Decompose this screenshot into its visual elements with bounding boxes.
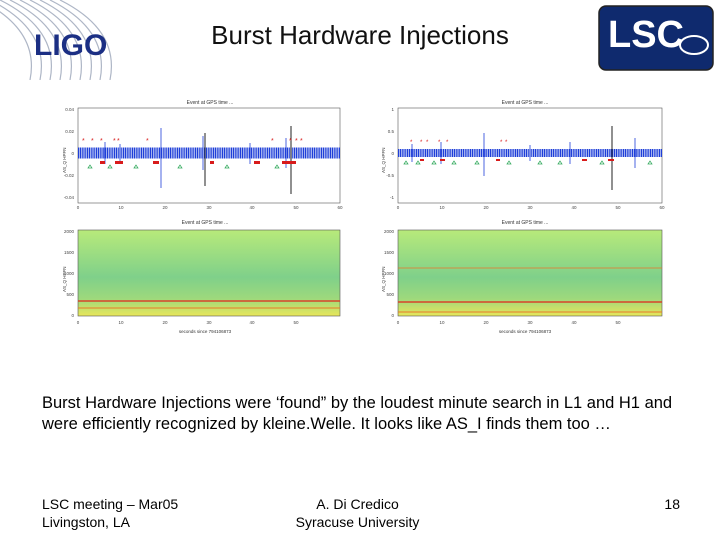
plot-h1-spectrogram-xtick: 0 bbox=[397, 320, 400, 325]
plot-l1-spectrogram-ytick: 0 bbox=[71, 313, 74, 318]
plot-l1-spectrogram-xlabel: seconds since 794106873 bbox=[179, 329, 232, 334]
footer-meeting: LSC meeting – Mar05 bbox=[42, 496, 179, 512]
plot-h1-timeseries-ytick: -1 bbox=[390, 195, 394, 200]
plot-l1-timeseries-ytick: 0 bbox=[71, 151, 74, 156]
plot-l1-timeseries-ytick: 0.04 bbox=[65, 107, 74, 112]
plot-h1-timeseries-title: Event at GPS time ... bbox=[502, 100, 549, 106]
plot-l1-spectrogram-xtick: 50 bbox=[293, 320, 299, 325]
plot-l1-timeseries-ytick: -0.04 bbox=[64, 195, 75, 200]
svg-text:*: * bbox=[100, 138, 103, 145]
footer-affiliation: Syracuse University bbox=[295, 513, 420, 530]
plot-h1-spectrogram-xtick: 10 bbox=[439, 320, 445, 325]
plot-h1-timeseries-ylabel: AS_Q HPFN bbox=[381, 147, 386, 173]
plot-l1-timeseries-ylabel: AS_Q HPFN bbox=[62, 147, 67, 173]
footer-left: LSC meeting – Mar05 Livingston, LA bbox=[42, 496, 178, 531]
plot-h1-timeseries-ytick: -0.5 bbox=[386, 173, 394, 178]
slide-title: Burst Hardware Injections bbox=[211, 20, 509, 50]
plot-l1-timeseries-xtick: 60 bbox=[337, 205, 343, 210]
plot-h1-spectrogram-xtick: 20 bbox=[483, 320, 489, 325]
plot-l1-spectrogram-ytick: 2000 bbox=[64, 229, 75, 234]
plot-l1-spectrogram: Event at GPS time ... AS_Q HPFN 2000 150… bbox=[62, 220, 341, 334]
svg-text:*: * bbox=[426, 140, 429, 146]
plot-h1-spectrogram-ytick: 0 bbox=[391, 313, 394, 318]
svg-text:*: * bbox=[446, 140, 449, 146]
ligo-logo-text: LIGO bbox=[34, 29, 107, 62]
plot-h1-timeseries-ytick: 0 bbox=[391, 151, 394, 156]
plot-h1-spectrogram: Event at GPS time ... AS_Q HPFN 2000 150… bbox=[381, 220, 663, 334]
plot-h1-timeseries-xtick: 0 bbox=[397, 205, 400, 210]
svg-text:*: * bbox=[438, 140, 441, 146]
svg-text:*: * bbox=[271, 138, 274, 145]
plot-h1-timeseries-xtick: 40 bbox=[571, 205, 577, 210]
footer-author: A. Di Credico bbox=[316, 496, 399, 512]
plot-h1-timeseries-xtick: 50 bbox=[615, 205, 621, 210]
svg-text:*: * bbox=[91, 138, 94, 145]
plot-h1-spectrogram-ytick: 1000 bbox=[384, 271, 395, 276]
plot-h1-timeseries-xtick: 60 bbox=[659, 205, 665, 210]
svg-text:*: * bbox=[500, 140, 503, 146]
plot-h1-timeseries-xtick: 10 bbox=[439, 205, 445, 210]
svg-text:*: * bbox=[295, 138, 298, 145]
plot-h1-spectrogram-xtick: 30 bbox=[527, 320, 533, 325]
plot-l1-spectrogram-xtick: 0 bbox=[77, 320, 80, 325]
footer-location: Livingston, LA bbox=[42, 513, 130, 530]
plot-l1-timeseries-xtick: 20 bbox=[162, 205, 168, 210]
plot-l1-timeseries-xtick: 10 bbox=[118, 205, 124, 210]
page-number: 18 bbox=[664, 496, 680, 512]
plot-h1-spectrogram-xlabel: seconds since 794106873 bbox=[499, 329, 552, 334]
plot-h1-timeseries-xtick: 20 bbox=[483, 205, 489, 210]
lsc-logo: LSC bbox=[598, 5, 714, 71]
svg-text:*: * bbox=[420, 140, 423, 146]
svg-text:*: * bbox=[505, 140, 508, 146]
plot-l1-spectrogram-ytick: 1000 bbox=[64, 271, 75, 276]
plot-h1-spectrogram-xtick: 50 bbox=[615, 320, 621, 325]
footer-center: A. Di Credico Syracuse University bbox=[280, 496, 435, 531]
plot-l1-spectrogram-ytick: 500 bbox=[66, 292, 74, 297]
plot-h1-spectrogram-ytick: 2000 bbox=[384, 229, 395, 234]
ligo-logo: LIGO bbox=[0, 0, 112, 80]
plot-l1-spectrogram-ytick: 1500 bbox=[64, 250, 75, 255]
plot-h1-spectrogram-ytick: 1500 bbox=[384, 250, 395, 255]
svg-text:*: * bbox=[410, 140, 413, 146]
plot-l1-timeseries-xtick: 30 bbox=[206, 205, 212, 210]
svg-text:*: * bbox=[117, 138, 120, 145]
plot-h1-timeseries-ytick: 0.5 bbox=[388, 129, 395, 134]
lsc-logo-text: LSC bbox=[608, 14, 684, 56]
plot-l1-timeseries: Event at GPS time ... AS_Q HPFN 0.04 0.0… bbox=[62, 100, 343, 210]
figure-panel: Event at GPS time ... AS_Q HPFN 0.04 0.0… bbox=[62, 100, 665, 334]
svg-text:*: * bbox=[113, 138, 116, 145]
svg-text:*: * bbox=[300, 138, 303, 145]
plot-l1-timeseries-xtick: 40 bbox=[249, 205, 255, 210]
svg-text:*: * bbox=[82, 138, 85, 145]
plot-h1-timeseries-ytick: 1 bbox=[391, 107, 394, 112]
plot-h1-timeseries-xtick: 30 bbox=[527, 205, 533, 210]
svg-text:*: * bbox=[289, 138, 292, 145]
svg-text:*: * bbox=[146, 138, 149, 145]
slide-caption: Burst Hardware Injections were ‘found” b… bbox=[42, 394, 673, 433]
plot-l1-spectrogram-xtick: 30 bbox=[206, 320, 212, 325]
plot-l1-spectrogram-xtick: 40 bbox=[249, 320, 255, 325]
plot-l1-timeseries-ytick: 0.02 bbox=[65, 129, 74, 134]
plot-l1-timeseries-xtick: 50 bbox=[293, 205, 299, 210]
plot-l1-spectrogram-xtick: 10 bbox=[118, 320, 124, 325]
plot-h1-spectrogram-xtick: 40 bbox=[571, 320, 577, 325]
plot-l1-timeseries-xtick: 0 bbox=[77, 205, 80, 210]
plot-h1-spectrogram-ylabel: AS_Q HPFN bbox=[381, 266, 386, 292]
plot-l1-timeseries-ytick: -0.02 bbox=[64, 173, 75, 178]
plot-l1-spectrogram-xtick: 20 bbox=[162, 320, 168, 325]
plot-h1-spectrogram-ytick: 500 bbox=[386, 292, 394, 297]
plot-l1-timeseries-title: Event at GPS time ... bbox=[187, 100, 234, 106]
plot-l1-spectrogram-ylabel: AS_Q HPFN bbox=[62, 266, 67, 292]
plot-h1-timeseries: Event at GPS time ... AS_Q HPFN 1 0.5 0 … bbox=[381, 100, 665, 210]
plot-h1-spectrogram-title: Event at GPS time ... bbox=[502, 220, 549, 226]
plot-l1-spectrogram-title: Event at GPS time ... bbox=[182, 220, 229, 226]
